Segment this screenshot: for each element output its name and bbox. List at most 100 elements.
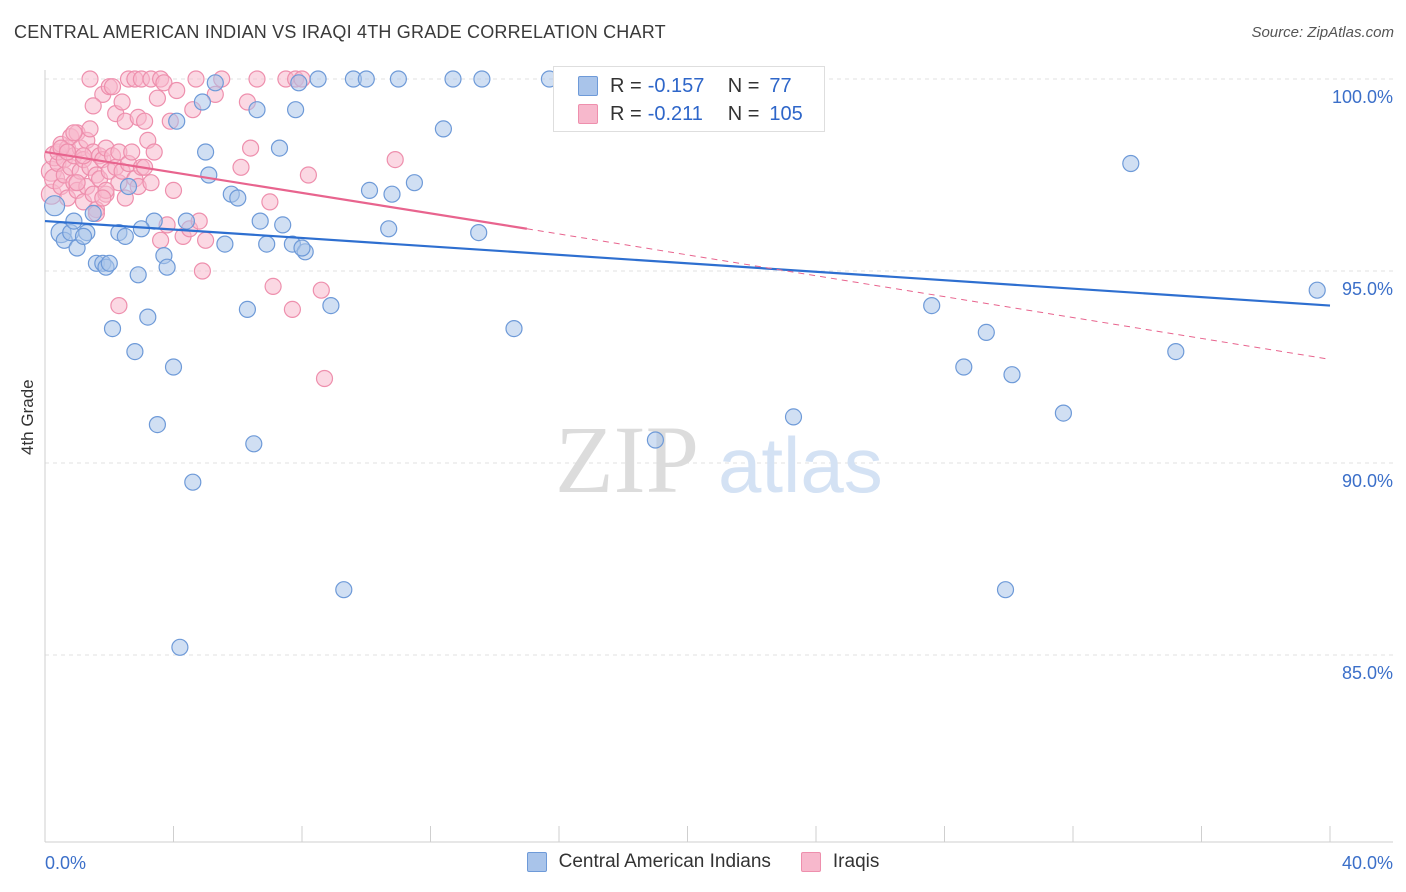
data-point — [142, 174, 160, 192]
data-point — [335, 581, 353, 599]
watermark-zip: ZIP — [555, 406, 699, 513]
data-point — [309, 70, 327, 88]
data-point — [383, 185, 401, 203]
data-point — [1167, 343, 1185, 361]
data-point — [251, 212, 269, 230]
legend-label: Central American Indians — [558, 851, 771, 872]
data-point — [94, 189, 112, 207]
data-point — [784, 408, 803, 426]
r-label: R = — [610, 74, 642, 97]
n-value: 105 — [769, 102, 803, 125]
source-label: Source: ZipAtlas.com — [1251, 24, 1394, 41]
data-point — [955, 358, 973, 376]
watermark-atlas: atlas — [718, 421, 883, 509]
data-point — [100, 254, 118, 272]
trend-line-iraqis-extension — [526, 228, 1331, 360]
data-point — [229, 189, 247, 207]
r-value: -0.211 — [647, 102, 703, 125]
n-label: N = — [727, 102, 760, 125]
data-point — [74, 227, 93, 245]
data-point — [74, 147, 93, 165]
data-point — [434, 120, 452, 138]
data-point — [1054, 404, 1073, 422]
axes — [44, 70, 1393, 843]
data-point — [197, 143, 215, 161]
data-point — [164, 358, 183, 376]
watermark: ZIP atlas — [555, 406, 883, 513]
legend-item-central-american-indians[interactable]: Central American Indians — [526, 851, 771, 873]
data-point — [81, 70, 99, 88]
data-point — [242, 139, 260, 157]
data-point — [155, 74, 173, 92]
data-point — [126, 343, 144, 361]
data-point — [129, 266, 147, 284]
data-point — [274, 216, 292, 234]
data-point — [65, 212, 83, 230]
n-label: N = — [727, 74, 760, 97]
data-point — [290, 74, 308, 92]
data-point — [119, 177, 138, 196]
data-point — [110, 297, 128, 315]
y-tick-label: 85.0% — [1342, 663, 1393, 683]
data-point — [113, 93, 131, 111]
r-label: R = — [610, 102, 642, 125]
data-point — [200, 166, 218, 184]
legend-swatch-blue — [526, 852, 547, 872]
n-value: 77 — [769, 74, 792, 97]
data-point — [444, 70, 462, 88]
stats-row-blue: R = -0.157 N = 77 — [554, 72, 792, 100]
data-point — [405, 174, 423, 192]
legend-swatch-pink — [800, 852, 821, 872]
data-point — [315, 369, 334, 388]
y-tick-label: 95.0% — [1342, 279, 1393, 299]
data-point — [923, 297, 941, 315]
data-point — [1122, 154, 1140, 173]
data-point — [245, 435, 263, 453]
data-point — [216, 235, 234, 253]
data-point — [248, 70, 266, 88]
data-point — [84, 97, 102, 115]
data-point — [81, 120, 99, 138]
data-point — [103, 320, 122, 338]
data-point — [248, 101, 266, 119]
chart-title: CENTRAL AMERICAN INDIAN VS IRAQI 4TH GRA… — [14, 22, 666, 42]
data-point — [145, 143, 163, 161]
data-point — [148, 89, 166, 107]
y-tick-label: 100.0% — [1332, 87, 1393, 107]
data-point — [293, 239, 311, 257]
data-point — [1308, 281, 1326, 299]
trend-lines — [44, 150, 1331, 360]
data-point — [238, 300, 256, 318]
stats-row-pink: R = -0.211 N = 105 — [554, 100, 803, 128]
grid-lines — [45, 78, 1393, 656]
data-point — [232, 158, 250, 176]
data-point — [68, 174, 86, 192]
data-point — [360, 181, 379, 199]
data-point — [386, 151, 404, 169]
data-point — [473, 70, 491, 88]
series-legend: Central American Indians Iraqis — [0, 851, 1406, 873]
data-point — [168, 112, 186, 130]
data-point — [996, 581, 1015, 599]
x-tick-label: 40.0% — [1342, 853, 1393, 873]
blue-swatch — [578, 76, 598, 96]
data-point — [148, 416, 166, 434]
data-point — [258, 235, 276, 253]
data-point — [136, 112, 154, 130]
data-point — [84, 204, 102, 222]
tick-labels: 85.0% 90.0% 95.0% 100.0% 0.0% 40.0% — [45, 87, 1393, 873]
data-point — [177, 212, 195, 230]
legend-item-iraqis[interactable]: Iraqis — [800, 851, 879, 873]
data-point — [164, 181, 183, 199]
data-point — [206, 74, 224, 92]
data-point — [380, 220, 398, 238]
data-point — [646, 431, 665, 449]
data-point — [139, 308, 157, 326]
data-point — [261, 193, 279, 211]
data-point — [187, 70, 205, 88]
data-point — [193, 93, 211, 111]
data-point — [123, 143, 141, 161]
data-point — [43, 195, 66, 217]
data-point — [470, 224, 488, 242]
pink-swatch — [578, 104, 598, 124]
